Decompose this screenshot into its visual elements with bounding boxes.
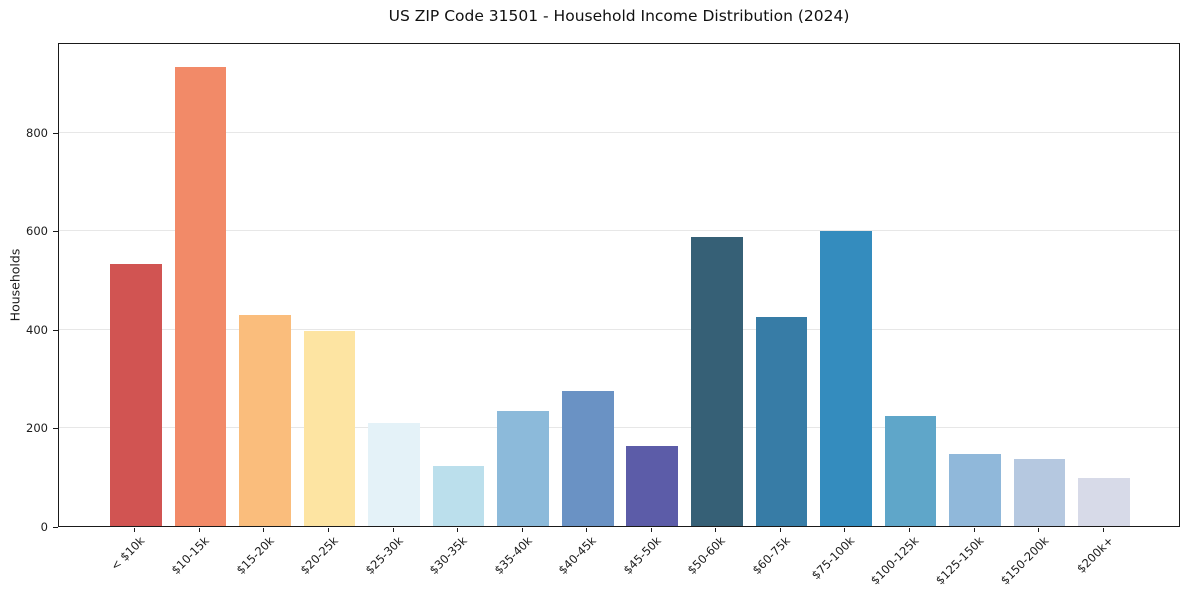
x-tick-mark [779, 528, 781, 532]
x-tick-label: $10-15k [168, 533, 212, 578]
bar-100-125k [884, 416, 937, 526]
x-tick-mark [521, 528, 523, 532]
y-tick-label: 200 [26, 421, 48, 436]
y-tick-mark [53, 231, 58, 233]
y-tick-mark [53, 526, 58, 528]
bar-20-25k [303, 331, 356, 526]
gridline [59, 328, 1179, 330]
x-tick-mark [198, 528, 200, 532]
gridline [59, 131, 1179, 133]
y-tick-label: 800 [26, 125, 48, 140]
x-tick-label: $40-45k [555, 533, 600, 578]
x-tick-label: $25-30k [362, 533, 406, 578]
x-tick-label: $20-25k [297, 533, 341, 578]
x-tick-mark [263, 528, 265, 532]
chart-title: US ZIP Code 31501 - Household Income Dis… [388, 7, 850, 25]
y-tick-mark [53, 428, 58, 430]
x-tick-mark [134, 528, 136, 532]
x-tick-label: $150-200k [997, 533, 1052, 588]
bar-50-60k [691, 236, 743, 526]
x-tick-label: $75-100k [808, 533, 858, 583]
x-tick-mark [327, 528, 329, 532]
y-tick-label: 0 [40, 519, 48, 534]
y-tick-mark [53, 132, 58, 134]
bar-75-100k [820, 231, 872, 526]
x-tick-mark [586, 528, 588, 532]
x-tick-label: $35-40k [491, 533, 535, 578]
bar-30-35k [432, 466, 485, 526]
x-tick-label: $60-75k [749, 533, 793, 578]
x-tick-label: $30-35k [426, 533, 471, 578]
x-tick-mark [1102, 528, 1104, 532]
x-tick-label: $15-20k [233, 533, 277, 578]
y-axis-label: Households [7, 248, 23, 322]
x-tick-label: $50-60k [684, 533, 729, 578]
gridline [59, 230, 1179, 232]
gridline [59, 427, 1179, 429]
x-tick-label: $200k+ [1073, 533, 1116, 576]
x-tick-mark [715, 528, 717, 532]
bar-10k [110, 264, 162, 526]
x-tick-mark [973, 528, 975, 532]
bar-125-150k [949, 453, 1001, 526]
bar-25-30k [368, 422, 420, 526]
bar-15-20k [239, 315, 291, 526]
x-tick-label: $125-150k [932, 533, 987, 588]
plot-area [58, 43, 1180, 527]
x-tick-label: < $10k [107, 533, 148, 574]
x-tick-mark [392, 528, 394, 532]
bar-45-50k [626, 446, 679, 526]
bar-40-45k [561, 391, 614, 526]
bar-200k [1078, 478, 1130, 526]
x-tick-mark [650, 528, 652, 532]
x-tick-mark [844, 528, 846, 532]
bar-150-200k [1013, 458, 1066, 526]
bar-35-40k [497, 411, 549, 526]
x-tick-mark [457, 528, 459, 532]
y-tick-label: 400 [26, 322, 48, 337]
x-tick-mark [1038, 528, 1040, 532]
y-tick-mark [53, 329, 58, 331]
x-tick-mark [909, 528, 910, 532]
x-tick-label: $100-125k [868, 533, 923, 588]
bar-60-75k [755, 317, 808, 526]
x-tick-label: $45-50k [620, 533, 664, 578]
y-tick-label: 600 [26, 224, 48, 239]
bar-10-15k [174, 66, 227, 526]
